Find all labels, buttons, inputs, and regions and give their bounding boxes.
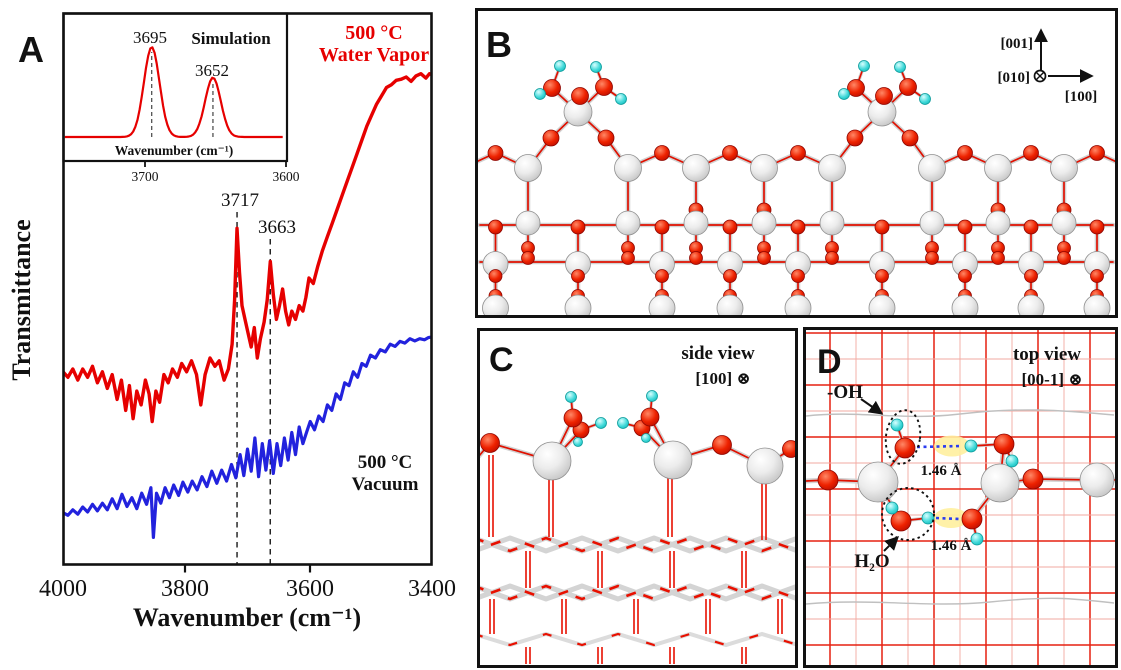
inset-title: Simulation	[191, 29, 271, 48]
blue-curve-annotation-line2: Vacuum	[352, 474, 419, 495]
panel-a-label: A	[18, 29, 44, 70]
panel-d-frame	[803, 327, 1118, 668]
crystallographic-axes	[1033, 28, 1094, 83]
side-view-label: side view	[681, 343, 755, 364]
inset-x-axis-label: Wavenumber (cm⁻¹)	[115, 143, 234, 158]
inset-tick-label-3600: 3600	[273, 169, 300, 184]
axis-100-label: [100]	[1065, 89, 1098, 105]
side-view-direction-label: [100] ⊗	[695, 369, 750, 388]
panel-d-label: D	[817, 343, 842, 381]
panel-a-inset-frame	[62, 12, 289, 163]
red-curve-annotation-line2: Water Vapor	[319, 44, 429, 66]
x-axis-label: Wavenumber (cm⁻¹)	[133, 603, 361, 632]
top-view-direction-label: [00-1] ⊗	[1022, 370, 1083, 389]
panel-frames	[62, 8, 1118, 668]
panel-b-label: B	[486, 24, 512, 65]
hydroxyl-label: -OH	[827, 382, 863, 403]
red-curve-annotation-line1: 500 °C	[345, 22, 402, 44]
top-view-label: top view	[1013, 344, 1081, 365]
water-label: H₂O	[854, 551, 889, 572]
crystal-structure-side-slab	[478, 60, 1115, 315]
y-axis-label: Transmittance	[7, 219, 36, 380]
axis-010-label: [010]	[998, 70, 1031, 86]
x-tick-label: 3400	[408, 576, 456, 602]
inset-peak-label-3695: 3695	[133, 28, 167, 47]
x-tick-label: 3600	[286, 576, 334, 602]
peak-label-3663: 3663	[258, 217, 296, 238]
panel-b-frame	[475, 8, 1118, 318]
inset-tick-label-3700: 3700	[132, 169, 159, 184]
inset-peak-label-3652: 3652	[195, 61, 229, 80]
peak-label-3717: 3717	[221, 190, 259, 211]
axis-001-label: [001]	[1001, 36, 1034, 52]
panel-c-label: C	[489, 341, 514, 379]
panel-c-frame	[477, 328, 798, 668]
hbond-distance-top: 1.46 Å	[921, 463, 962, 479]
hbond-distance-bottom: 1.46 Å	[931, 538, 972, 554]
x-tick-label: 3800	[161, 576, 209, 602]
ftir-spectrum-plot	[64, 46, 431, 564]
crystal-structure-side-view	[480, 390, 795, 664]
crystal-structure-top-view	[806, 330, 1115, 665]
x-tick-label: 4000	[39, 576, 87, 602]
blue-curve-annotation-line1: 500 °C	[358, 452, 413, 473]
